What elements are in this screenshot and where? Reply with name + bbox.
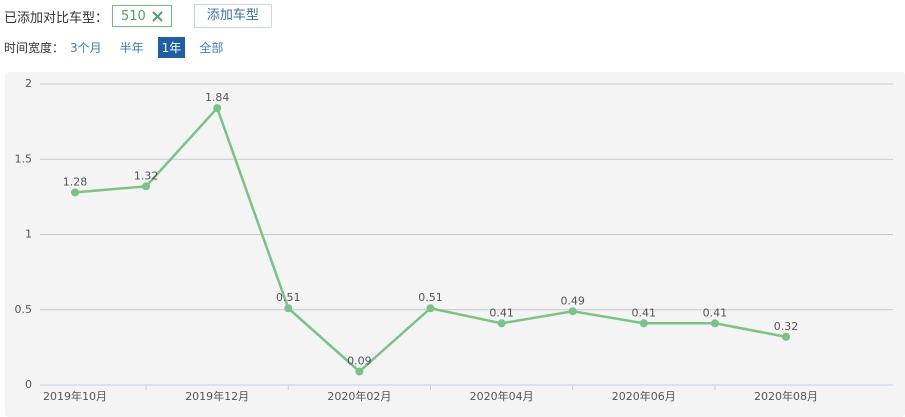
remove-icon[interactable] [152,10,163,22]
data-label: 0.41 [632,306,657,319]
tag-text: 510 [121,8,146,24]
data-label: 1.28 [63,175,88,188]
data-label: 0.32 [774,320,799,333]
y-tick-label: 1 [25,228,32,241]
data-label: 0.49 [560,294,585,307]
y-tick-label: 1.5 [15,152,33,165]
range-option[interactable]: 全部 [199,40,224,55]
point [71,188,79,197]
x-tick-label: 2020年06月 [612,389,676,403]
compare-row: 已添加对比车型： 510 添加车型 [4,4,272,28]
data-label: 1.84 [205,91,230,104]
range-option[interactable]: 半年 [119,40,144,55]
point [284,304,293,313]
data-label: 0.51 [418,291,443,304]
range-options: 3个月 半年 1年 全部 [56,36,227,58]
point [426,304,435,313]
range-option[interactable]: 3个月 [70,40,102,55]
x-tick-label: 2019年12月 [185,389,249,403]
chart-background [5,72,905,417]
data-label: 0.41 [703,306,728,319]
x-tick-label: 2020年08月 [754,389,818,403]
point [355,367,364,376]
x-tick-label: 2020年02月 [327,389,391,403]
data-label: 0.09 [347,354,372,367]
point [497,319,506,328]
range-row: 时间宽度： 3个月 半年 1年 全部 [4,36,227,58]
x-tick-label: 2019年10月 [43,389,107,403]
point [639,319,648,328]
point [710,319,719,328]
y-tick-label: 0 [25,378,32,391]
compare-label: 已添加对比车型： [4,10,109,26]
point [568,307,577,316]
point [782,332,790,341]
data-label: 0.51 [276,291,301,304]
x-tick-label: 2020年04月 [470,389,534,403]
data-label: 1.32 [134,169,159,182]
point [213,104,222,113]
data-label: 0.41 [489,306,514,319]
add-button[interactable]: 添加车型 [193,4,272,28]
y-tick-label: 0.5 [15,303,33,316]
range-label: 时间宽度： [4,40,65,55]
range-option[interactable]: 1年 [157,36,186,58]
model-tag[interactable]: 510 [112,5,172,27]
y-tick-label: 2 [25,77,32,90]
point [142,182,151,191]
